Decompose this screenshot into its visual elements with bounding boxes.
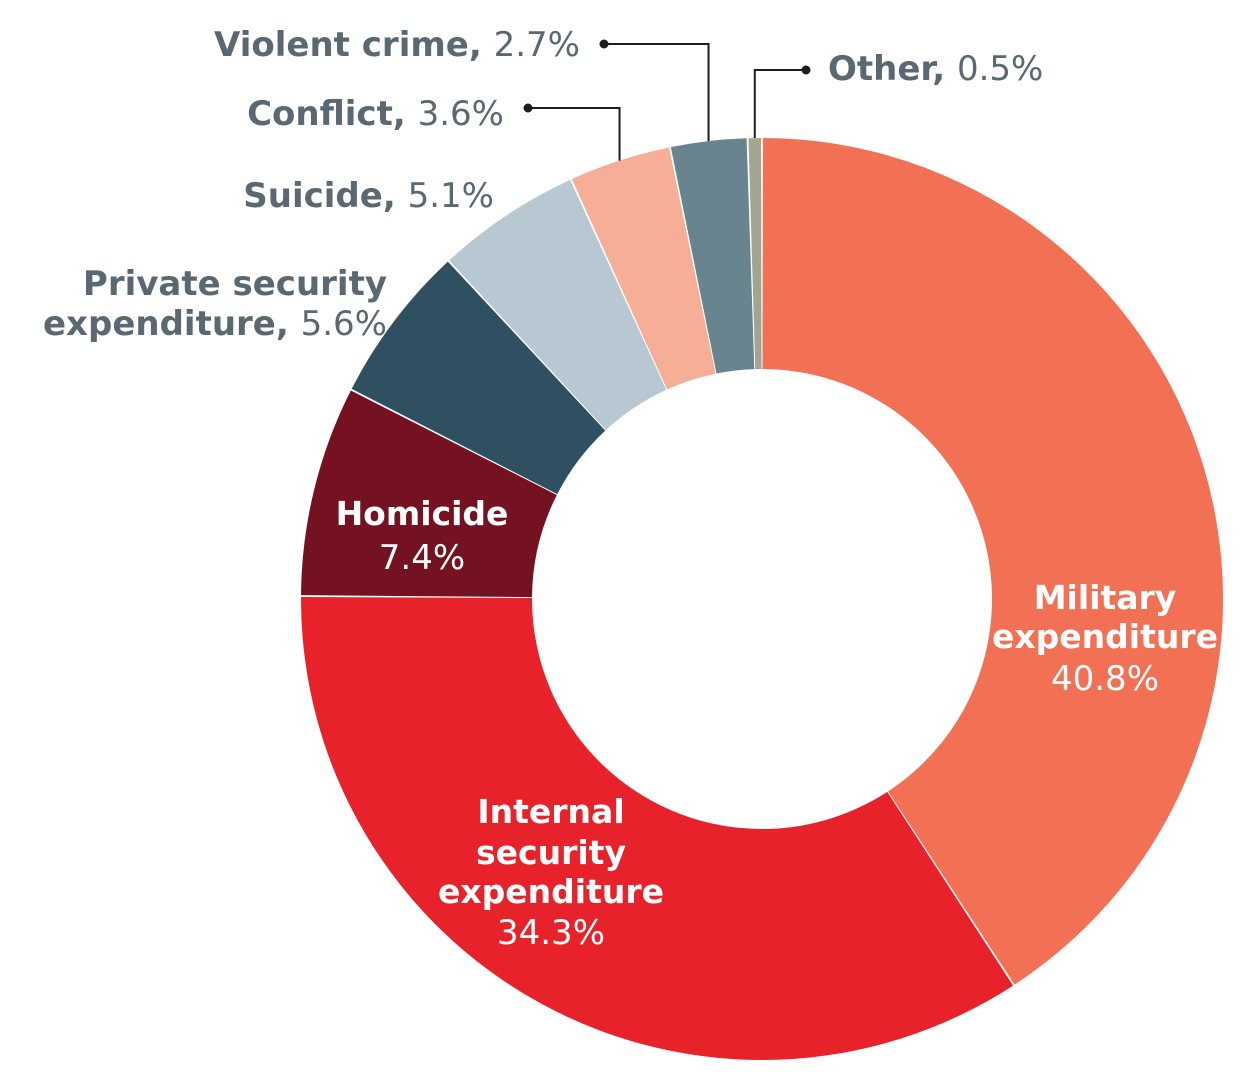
svg-text:Other, 0.5%: Other, 0.5% <box>828 49 1043 89</box>
svg-text:Violent crime, 2.7%: Violent crime, 2.7% <box>214 25 580 65</box>
label-violent-crime: Violent crime, 2.7% <box>214 25 580 65</box>
svg-text:Suicide, 5.1%: Suicide, 5.1% <box>243 176 494 216</box>
label-military: Military expenditure 40.8% <box>992 578 1218 699</box>
label-suicide-name: Suicide <box>243 176 383 216</box>
svg-text:expenditure, 5.6%: expenditure, 5.6% <box>43 304 387 344</box>
leader-dot-conflict <box>523 103 533 113</box>
label-suicide: Suicide, 5.1% <box>243 176 494 216</box>
leader-lines <box>523 39 811 161</box>
label-other: Other, 0.5% <box>828 49 1043 89</box>
label-private-security: Private security expenditure, 5.6% <box>43 264 387 344</box>
slice-other <box>748 138 762 370</box>
label-internal-line1: Internal <box>477 792 624 831</box>
label-military-value: 40.8% <box>1051 659 1159 699</box>
label-private-security-value: 5.6% <box>301 304 387 344</box>
label-conflict: Conflict, 3.6% <box>247 94 504 134</box>
slice-violent-crime <box>670 138 755 374</box>
label-conflict-value: 3.6% <box>418 94 504 134</box>
slice-private-security-expenditure <box>351 261 606 495</box>
donut-slices <box>301 138 1223 1060</box>
label-homicide-name: Homicide <box>336 494 509 533</box>
label-conflict-name: Conflict <box>247 94 393 134</box>
leader-other <box>753 69 806 139</box>
label-private-security-line1: Private security <box>83 264 387 304</box>
label-violent-crime-name: Violent crime <box>214 25 469 65</box>
slice-internal-security-expenditure <box>301 597 1014 1060</box>
leader-violent-crime <box>604 43 710 142</box>
label-military-line2: expenditure <box>992 617 1218 656</box>
label-internal-line2: security <box>476 833 626 872</box>
label-internal-line3: expenditure <box>438 872 664 911</box>
slice-military-expenditure <box>762 138 1223 985</box>
label-homicide-value: 7.4% <box>379 538 465 578</box>
label-military-line1: Military <box>1034 578 1177 617</box>
svg-text:Conflict, 3.6%: Conflict, 3.6% <box>247 94 504 134</box>
label-violent-crime-value: 2.7% <box>494 25 580 65</box>
label-suicide-value: 5.1% <box>408 176 494 216</box>
label-internal-value: 34.3% <box>497 913 605 953</box>
leader-dot-violent-crime <box>599 39 609 49</box>
label-other-value: 0.5% <box>957 49 1043 89</box>
slice-suicide <box>449 179 667 431</box>
leader-conflict <box>528 107 621 161</box>
label-homicide: Homicide 7.4% <box>336 494 509 578</box>
slice-conflict <box>571 147 716 390</box>
label-other-name: Other <box>828 49 937 89</box>
label-internal-security: Internal security expenditure 34.3% <box>438 792 664 953</box>
slice-homicide <box>301 390 557 598</box>
leader-dot-other <box>801 65 811 75</box>
